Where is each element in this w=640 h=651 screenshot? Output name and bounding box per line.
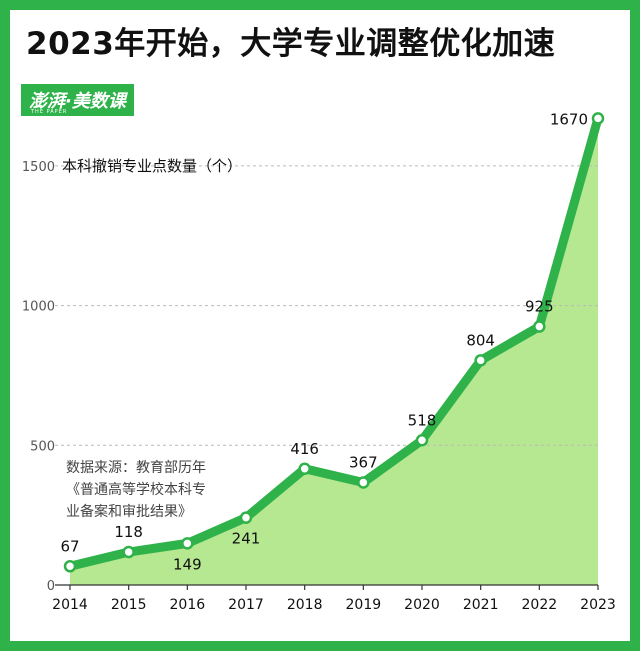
- page-title: 2023年开始，大学专业调整优化加速: [26, 26, 556, 62]
- brand-logo: 澎湃·美数课 THE PAPER: [21, 84, 134, 116]
- x-tick-label: 2019: [346, 597, 382, 613]
- data-point: [63, 560, 77, 573]
- data-point: [357, 476, 370, 489]
- data-point: [239, 511, 253, 524]
- y-tick-label: 1000: [22, 300, 55, 315]
- data-point: [474, 354, 487, 367]
- source-line-3: 业备案和审批结果》: [66, 504, 192, 520]
- data-point: [533, 320, 546, 333]
- series-line: [65, 113, 603, 571]
- source-note: 数据来源：教育部历年 《普通高等学校本科专 业备案和审批结果》: [66, 457, 266, 523]
- x-tick-label: 2015: [111, 597, 147, 613]
- data-label: 925: [525, 298, 554, 316]
- y-tick-label: 500: [30, 439, 55, 454]
- x-tick-label: 2016: [170, 597, 206, 613]
- data-point: [415, 434, 429, 447]
- source-line-1: 数据来源：教育部历年: [66, 460, 206, 476]
- x-tick-label: 2021: [463, 597, 499, 613]
- data-label: 118: [114, 523, 143, 541]
- data-label: 416: [290, 440, 319, 458]
- data-point: [591, 112, 605, 125]
- y-tick-label: 1500: [22, 160, 55, 175]
- data-label: 804: [466, 331, 495, 349]
- y-tick-label: 0: [47, 579, 55, 594]
- data-point: [181, 537, 194, 550]
- x-tick-label: 2017: [228, 597, 264, 613]
- x-tick-label: 2020: [404, 597, 440, 613]
- data-point: [298, 462, 311, 476]
- brand-name: 澎湃·美数课: [29, 91, 126, 112]
- x-tick-label: 2014: [52, 597, 88, 613]
- data-point: [122, 545, 135, 559]
- y-axis-title: 本科撤销专业点数量（个）: [62, 157, 242, 175]
- data-label: 149: [173, 555, 202, 573]
- data-label: 1670: [550, 110, 588, 128]
- data-label: 518: [408, 411, 437, 429]
- data-label: 67: [60, 537, 79, 555]
- data-label: 367: [349, 453, 378, 471]
- area-fill: [70, 118, 598, 585]
- x-tick-label: 2023: [580, 597, 616, 613]
- source-line-2: 《普通高等学校本科专: [66, 482, 206, 498]
- data-label: 241: [232, 530, 261, 548]
- x-tick-label: 2022: [522, 597, 558, 613]
- brand-subtitle: THE PAPER: [31, 109, 68, 115]
- x-tick-label: 2018: [287, 597, 323, 613]
